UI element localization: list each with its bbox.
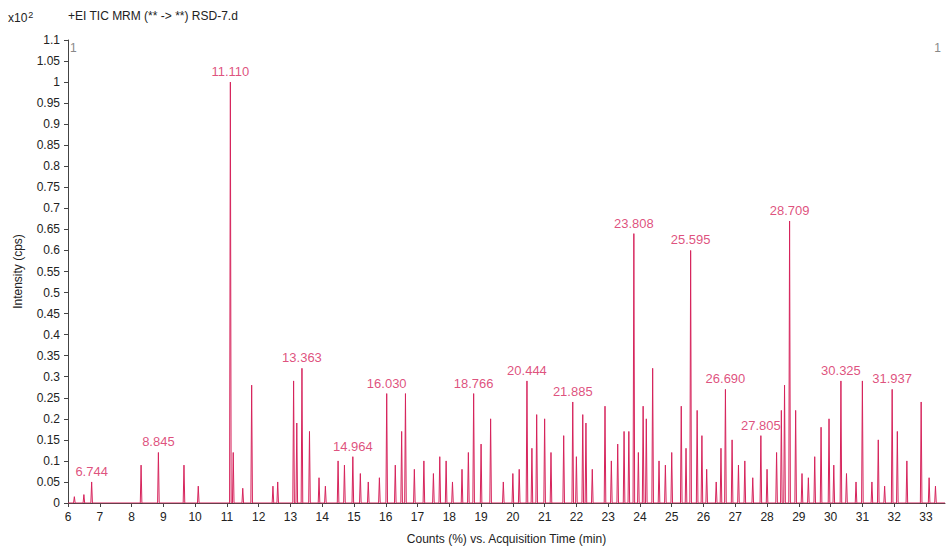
- svg-text:2: 2: [28, 10, 33, 20]
- svg-text:14.964: 14.964: [333, 439, 373, 454]
- svg-text:11: 11: [221, 510, 234, 524]
- svg-text:0.75: 0.75: [37, 180, 61, 194]
- svg-text:20: 20: [506, 510, 520, 524]
- svg-text:0.25: 0.25: [37, 391, 61, 405]
- svg-text:6.744: 6.744: [75, 464, 108, 479]
- svg-text:22: 22: [570, 510, 584, 524]
- svg-text:28.709: 28.709: [770, 203, 810, 218]
- svg-text:8: 8: [128, 510, 135, 524]
- svg-text:Intensity (cps): Intensity (cps): [11, 234, 25, 309]
- svg-text:13.363: 13.363: [282, 350, 322, 365]
- svg-text:0.7: 0.7: [43, 201, 60, 215]
- svg-text:15: 15: [347, 510, 361, 524]
- svg-text:0.8: 0.8: [43, 159, 60, 173]
- svg-text:18.766: 18.766: [454, 376, 494, 391]
- svg-text:26: 26: [697, 510, 711, 524]
- svg-text:24: 24: [633, 510, 647, 524]
- svg-text:0.45: 0.45: [37, 307, 61, 321]
- svg-text:1: 1: [934, 41, 941, 55]
- svg-text:9: 9: [160, 510, 167, 524]
- svg-text:19: 19: [474, 510, 488, 524]
- svg-text:17: 17: [411, 510, 425, 524]
- svg-text:20.444: 20.444: [507, 363, 547, 378]
- svg-text:31: 31: [856, 510, 870, 524]
- svg-text:26.690: 26.690: [706, 371, 746, 386]
- svg-text:10: 10: [188, 510, 202, 524]
- svg-text:x10: x10: [8, 11, 28, 25]
- svg-text:16.030: 16.030: [367, 376, 407, 391]
- svg-text:25: 25: [665, 510, 679, 524]
- svg-text:0.05: 0.05: [37, 475, 61, 489]
- svg-text:Counts (%) vs. Acquisition Tim: Counts (%) vs. Acquisition Time (min): [407, 532, 606, 546]
- svg-text:23: 23: [602, 510, 616, 524]
- svg-text:33: 33: [919, 510, 933, 524]
- svg-text:0.9: 0.9: [43, 117, 60, 131]
- svg-text:0.5: 0.5: [43, 286, 60, 300]
- svg-text:29: 29: [792, 510, 806, 524]
- svg-text:7: 7: [96, 510, 103, 524]
- svg-text:12: 12: [252, 510, 266, 524]
- svg-text:0.15: 0.15: [37, 433, 61, 447]
- svg-text:1: 1: [70, 41, 77, 55]
- svg-text:0.3: 0.3: [43, 370, 60, 384]
- svg-text:32: 32: [887, 510, 901, 524]
- svg-text:1.05: 1.05: [37, 54, 61, 68]
- svg-text:0.65: 0.65: [37, 222, 61, 236]
- svg-text:8.845: 8.845: [142, 434, 175, 449]
- svg-text:13: 13: [284, 510, 298, 524]
- svg-text:23.808: 23.808: [614, 216, 654, 231]
- svg-text:0: 0: [53, 496, 60, 510]
- svg-text:30.325: 30.325: [821, 363, 861, 378]
- svg-text:0.85: 0.85: [37, 138, 61, 152]
- svg-text:0.55: 0.55: [37, 265, 61, 279]
- svg-text:27: 27: [729, 510, 743, 524]
- svg-text:0.6: 0.6: [43, 243, 60, 257]
- svg-text:0.2: 0.2: [43, 412, 60, 426]
- svg-text:0.95: 0.95: [37, 96, 61, 110]
- svg-text:25.595: 25.595: [671, 232, 711, 247]
- svg-text:6: 6: [65, 510, 72, 524]
- svg-text:30: 30: [824, 510, 838, 524]
- svg-text:16: 16: [379, 510, 393, 524]
- svg-text:0.4: 0.4: [43, 328, 60, 342]
- svg-text:27.805: 27.805: [741, 418, 781, 433]
- svg-text:0.35: 0.35: [37, 349, 61, 363]
- svg-text:0.1: 0.1: [43, 454, 60, 468]
- svg-text:31.937: 31.937: [872, 371, 912, 386]
- svg-text:+EI TIC MRM (** -> **) RSD-7.d: +EI TIC MRM (** -> **) RSD-7.d: [68, 9, 238, 23]
- svg-text:21: 21: [538, 510, 552, 524]
- svg-text:18: 18: [443, 510, 457, 524]
- svg-text:1.1: 1.1: [43, 33, 60, 47]
- svg-text:1: 1: [53, 75, 60, 89]
- svg-text:14: 14: [316, 510, 330, 524]
- svg-text:11.110: 11.110: [211, 64, 249, 79]
- svg-text:28: 28: [760, 510, 774, 524]
- svg-text:21.885: 21.885: [553, 384, 593, 399]
